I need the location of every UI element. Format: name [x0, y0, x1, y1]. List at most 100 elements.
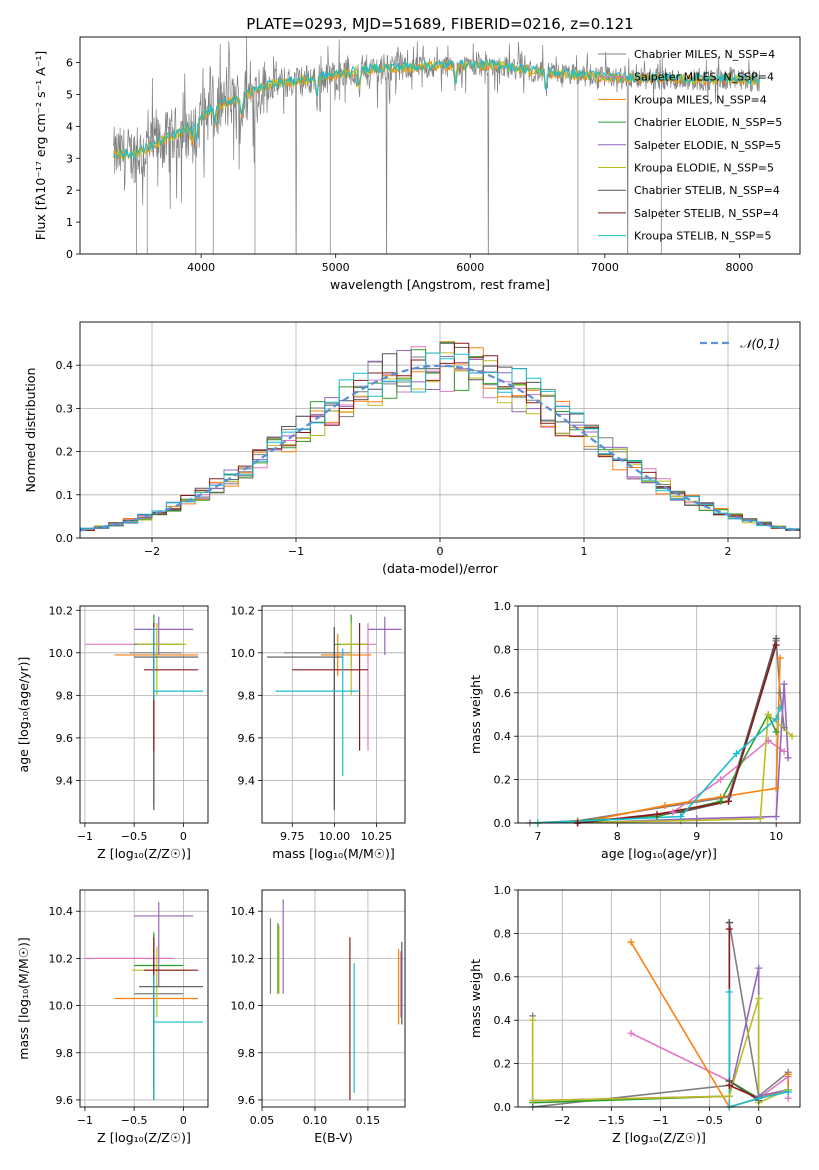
- y-tick-label: 0: [66, 248, 73, 261]
- y-tick-label: 0.6: [494, 687, 512, 700]
- x-tick-label: 10.25: [361, 830, 393, 843]
- x-tick-label: 0.05: [250, 1114, 275, 1127]
- weight-marker-chabrier_elodie: [772, 728, 780, 736]
- weight-marker-kroupa_elodie: [725, 1092, 733, 1100]
- y-tick-label: 0.3: [56, 402, 74, 415]
- weight-marker-kroupa_elodie: [764, 711, 772, 718]
- panel-age_vs_mass: 9.75 10.00 10.25 9.4 9.6 9.8 10.0 10.2 mass [log…: [231, 604, 406, 861]
- y-tick-label: 9.8: [56, 689, 74, 702]
- weight-marker-kroupa_miles: [627, 938, 635, 946]
- x-tick-label: 9.75: [280, 830, 305, 843]
- legend-entry: Salpeter MILES, N_SSP=4: [634, 71, 774, 84]
- legend-entry: Kroupa MILES, N_SSP=4: [634, 93, 767, 106]
- y-tick-label: 0.4: [494, 730, 512, 743]
- weight-marker-salpeter_miles: [764, 737, 772, 745]
- weight-line-kroupa_stelib: [728, 992, 789, 1107]
- weight-marker-salpeter_stelib: [653, 810, 661, 818]
- y-tick-label: 9.6: [238, 1094, 256, 1107]
- weight-marker-kroupa_miles: [784, 1070, 792, 1078]
- plot-area-spectrum: [113, 37, 761, 254]
- x-tick-label: 8000: [725, 261, 753, 274]
- y-tick-label: 10.2: [231, 952, 256, 965]
- y-tick-label: 0.2: [494, 774, 512, 787]
- y-tick-label: 10.2: [231, 604, 256, 617]
- y-tick-label: 9.4: [238, 774, 256, 787]
- x-tick-label: 0: [755, 1114, 762, 1127]
- x-axis-label: mass [log₁₀(M/M☉)]: [272, 846, 394, 861]
- y-tick-label: 0.4: [56, 359, 74, 372]
- weight-marker-salpeter_stelib: [725, 1081, 733, 1089]
- weight-marker-salpeter_stelib: [725, 925, 733, 933]
- panel-mass_vs_ebv: 0.05 0.10 0.15 9.6 9.8 10.0 10.2 10.4 E(B-V): [231, 889, 406, 1145]
- y-tick-label: 2: [66, 184, 73, 197]
- y-axis-label: age [log₁₀(age/yr)]: [16, 657, 31, 773]
- x-axis-label: Z [log₁₀(Z/Z☉)]: [97, 846, 191, 861]
- y-tick-label: 3: [66, 152, 73, 165]
- legend-entry: Chabrier ELODIE, N_SSP=5: [634, 116, 782, 129]
- gaussian-curve: [80, 364, 800, 532]
- y-axis-label: Normed distribution: [23, 368, 38, 493]
- weight-line-chabrier_stelib: [577, 638, 777, 823]
- weight-marker-salpeter_miles: [780, 747, 788, 755]
- y-tick-label: 9.6: [56, 1094, 74, 1107]
- weight-marker-kroupa_miles: [661, 802, 669, 810]
- weight-marker-salpeter_stelib: [772, 641, 780, 649]
- weight-marker-kroupa_stelib: [755, 1094, 763, 1102]
- y-tick-label: 6: [66, 57, 73, 70]
- weight-line-kroupa_elodie: [531, 998, 789, 1104]
- weight-marker-salpeter_miles: [669, 808, 677, 816]
- y-tick-label: 0.8: [494, 643, 512, 656]
- axes-frame: [79, 889, 209, 1108]
- x-tick-label: 0: [180, 1114, 187, 1127]
- panel-spectrum: 4000 5000 6000 7000 8000 0 1 2 3 4 5 6 wavelength [A…: [33, 36, 801, 292]
- y-tick-label: 10.0: [231, 1000, 256, 1013]
- x-tick-label: −1: [77, 1114, 93, 1127]
- x-axis-label: (data-model)/error: [382, 561, 499, 576]
- x-axis-label: Z [log₁₀(Z/Z☉)]: [97, 1130, 191, 1145]
- y-axis-label: mass [log₁₀(M/M☉)]: [16, 937, 31, 1059]
- weight-marker-kroupa_elodie: [529, 1016, 537, 1024]
- plot-area-age_vs_Z: [80, 606, 208, 823]
- weight-marker-salpeter_elodie: [693, 815, 701, 823]
- legend-entry: 𝒩(0,1): [740, 337, 780, 351]
- weight-marker-chabrier_elodie: [717, 797, 725, 805]
- x-tick-label: −2: [554, 1114, 570, 1127]
- x-tick-label: −1.5: [598, 1114, 625, 1127]
- plot-area-weight_vs_age: [518, 606, 800, 823]
- model-line-kroupa_stelib: [113, 58, 761, 160]
- weight-marker-salpeter_stelib: [725, 797, 733, 805]
- y-tick-label: 0.1: [56, 489, 74, 502]
- y-tick-label: 1: [66, 216, 73, 229]
- x-tick-label: −0.5: [696, 1114, 723, 1127]
- x-tick-label: 6000: [456, 261, 484, 274]
- x-tick-label: 1: [581, 545, 588, 558]
- axes-frame: [517, 889, 801, 1108]
- weight-marker-kroupa_elodie: [529, 1096, 537, 1104]
- legend-entry: Salpeter ELODIE, N_SSP=5: [634, 139, 781, 152]
- weight-marker-kroupa_stelib: [732, 750, 740, 758]
- y-tick-label: 1.0: [494, 600, 512, 613]
- x-axis-label: Z [log₁₀(Z/Z☉)]: [612, 1130, 706, 1145]
- y-tick-label: 0.4: [494, 1014, 512, 1027]
- weight-line-kroupa_stelib: [537, 707, 781, 823]
- x-tick-label: 4000: [187, 261, 215, 274]
- axes-frame: [261, 889, 406, 1108]
- y-tick-label: 4: [66, 120, 73, 133]
- x-axis-label: age [log₁₀(age/yr)]: [601, 846, 717, 861]
- y-tick-label: 10.2: [49, 952, 74, 965]
- histogram-kroupa_elodie: [80, 352, 800, 530]
- panel-mass_vs_Z: −1 −0.5 0 9.6 9.8 10.0 10.2 10.4 Z [log₁₀(Z/Z☉)]…: [16, 889, 209, 1145]
- y-tick-label: 10.4: [49, 905, 74, 918]
- y-tick-label: 10.0: [49, 1000, 74, 1013]
- weight-marker-kroupa_elodie: [755, 995, 763, 1002]
- panel-residuals: −2 −1 0 1 2 0.0 0.1 0.2 0.3 0.4 (data-model)/error…: [23, 321, 801, 576]
- panel-age_vs_Z: −1 −0.5 0 9.4 9.6 9.8 10.0 10.2 Z [log₁₀(Z/Z☉)] a…: [16, 604, 209, 861]
- plot-area-residuals: [80, 322, 800, 538]
- weight-marker-kroupa_miles: [776, 654, 784, 662]
- x-tick-label: 9: [693, 830, 700, 843]
- weight-marker-kroupa_stelib: [772, 715, 780, 723]
- figure-title: PLATE=0293, MJD=51689, FIBERID=0216, z=0…: [246, 15, 633, 33]
- x-tick-label: 0: [180, 830, 187, 843]
- y-axis-label: mass weight: [468, 675, 483, 754]
- weight-marker-kroupa_elodie: [788, 732, 796, 740]
